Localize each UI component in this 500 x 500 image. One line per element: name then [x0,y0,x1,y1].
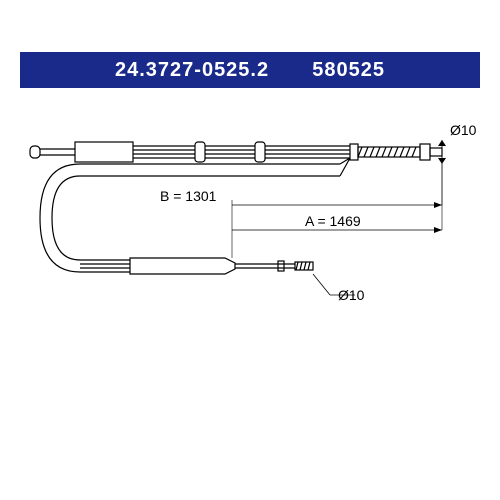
dim-b-label: B = 1301 [160,188,217,204]
dia-top-label: Ø10 [450,122,477,138]
dia-bottom-label: Ø10 [338,287,365,303]
cable-diagram: Ø10 B = 1301 A = 1469 Ø10 [20,100,480,400]
alt-number: 580525 [312,52,385,88]
drawing-canvas: 24.3727-0525.2 580525 [0,0,500,500]
dim-a-label: A = 1469 [305,213,361,229]
part-header: 24.3727-0525.2 580525 [20,52,480,88]
part-number: 24.3727-0525.2 [115,52,269,88]
